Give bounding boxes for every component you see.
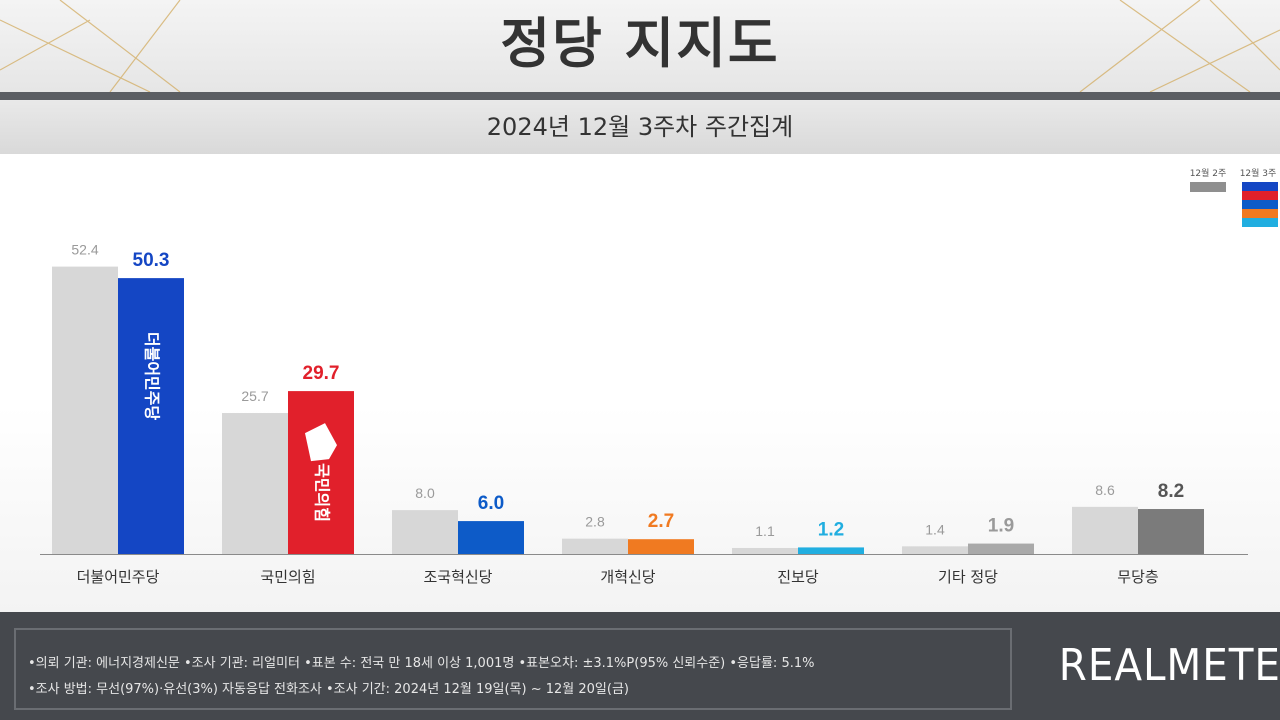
label-prev-cat-0: 52.4 — [71, 242, 98, 258]
decorative-lines — [0, 0, 1280, 92]
legend-prev-label: 12월 2주 — [1190, 167, 1227, 179]
category-label-cat-5: 기타 정당 — [938, 568, 998, 586]
legend-curr-stripe-3 — [1242, 209, 1278, 218]
label-curr-cat-6: 8.2 — [1158, 481, 1184, 502]
bar-curr-cat-0 — [118, 278, 184, 554]
bar-prev-cat-2 — [392, 510, 458, 554]
label-curr-cat-4: 1.2 — [818, 519, 844, 540]
category-label-cat-3: 개혁신당 — [600, 568, 655, 586]
label-curr-cat-2: 6.0 — [478, 493, 504, 514]
bar-prev-cat-5 — [902, 546, 968, 554]
label-prev-cat-2: 8.0 — [415, 485, 435, 501]
realmeter-logo: REALMETER — [1058, 640, 1280, 691]
chart-background — [0, 154, 1280, 612]
legend-curr-stripe-1 — [1242, 191, 1278, 200]
category-label-cat-6: 무당층 — [1117, 568, 1158, 586]
bar-prev-cat-4 — [732, 547, 798, 554]
label-prev-cat-1: 25.7 — [241, 388, 268, 404]
party-logo-cat-0: 더불어민주당 — [143, 332, 162, 421]
label-curr-cat-5: 1.9 — [988, 516, 1014, 537]
category-label-cat-1: 국민의힘 — [260, 568, 315, 586]
bar-curr-cat-4 — [798, 547, 864, 554]
legend-curr-stripe-4 — [1242, 218, 1278, 227]
bar-prev-cat-3 — [562, 538, 628, 554]
bar-curr-cat-5 — [968, 543, 1034, 554]
ppp-logo-mark — [305, 423, 337, 462]
legend-curr-stripe-0 — [1242, 182, 1278, 191]
footer — [0, 612, 1280, 720]
page-subtitle: 2024년 12월 3주차 주간집계 — [486, 113, 794, 141]
label-curr-cat-3: 2.7 — [648, 511, 674, 532]
header-banner: 정당 지지도 — [0, 0, 1280, 92]
bar-curr-cat-3 — [628, 539, 694, 554]
survey-note-line-2: •조사 방법: 무선(97%)·유선(3%) 자동응답 전화조사 •조사 기간:… — [28, 682, 629, 697]
survey-notes-box — [14, 628, 1012, 710]
legend-curr-label: 12월 3주 — [1240, 167, 1277, 179]
label-prev-cat-6: 8.6 — [1095, 482, 1115, 498]
header-divider — [0, 92, 1280, 100]
bar-prev-cat-0 — [52, 266, 118, 554]
bar-curr-cat-2 — [458, 521, 524, 554]
bar-prev-cat-1 — [222, 413, 288, 554]
label-prev-cat-5: 1.4 — [925, 521, 945, 537]
category-label-cat-0: 더불어민주당 — [77, 568, 160, 586]
page-title: 정당 지지도 — [500, 12, 780, 75]
subtitle-band — [0, 100, 1280, 154]
party-logo-cat-1: 국민의힘 — [313, 463, 332, 522]
label-prev-cat-3: 2.8 — [585, 514, 605, 530]
bar-prev-cat-6 — [1072, 506, 1138, 554]
label-curr-cat-1: 29.7 — [303, 363, 340, 384]
legend-prev-swatch — [1190, 182, 1226, 192]
bar-curr-cat-6 — [1138, 509, 1204, 554]
survey-note-line-1: •의뢰 기관: 에너지경제신문 •조사 기관: 리얼미터 •표본 수: 전국 만… — [28, 656, 815, 671]
category-label-cat-4: 진보당 — [777, 568, 819, 586]
bar-curr-cat-1 — [288, 391, 354, 554]
label-curr-cat-0: 50.3 — [133, 250, 170, 271]
category-label-cat-2: 조국혁신당 — [423, 568, 492, 586]
label-prev-cat-4: 1.1 — [755, 523, 775, 539]
legend-curr-stripe-2 — [1242, 200, 1278, 209]
